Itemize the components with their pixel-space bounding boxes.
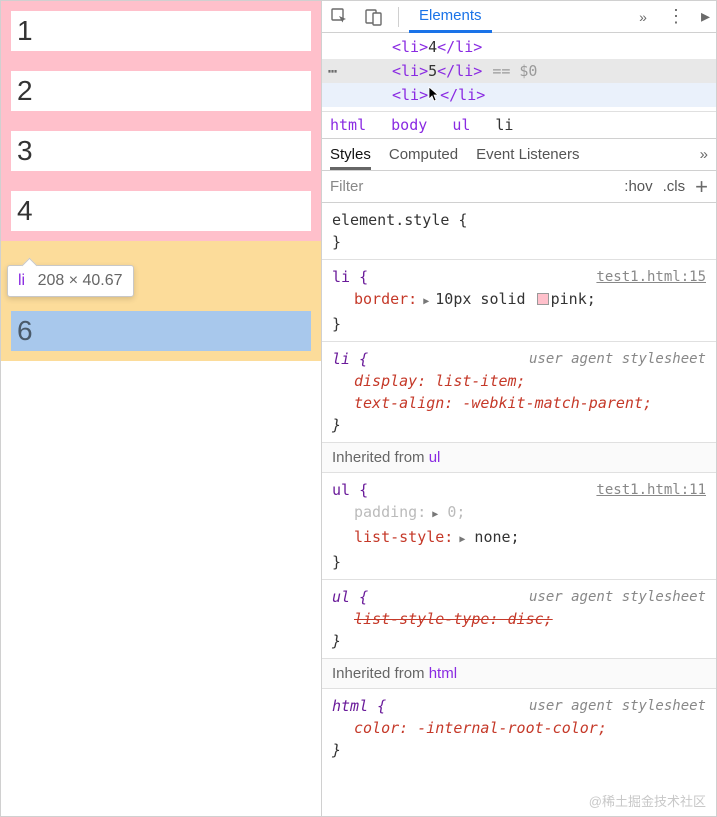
css-declaration[interactable]: padding: ▶ 0; <box>332 501 706 526</box>
tooltip-tag: li <box>18 272 25 289</box>
dom-tree[interactable]: <li>4</li> <li>5</li>== $0 <li></li> <box>322 33 716 111</box>
rule-li-ua[interactable]: user agent stylesheet li { display: list… <box>322 342 716 443</box>
text-node: 4 <box>428 38 437 56</box>
expand-icon[interactable]: ▶ <box>417 296 435 307</box>
css-declaration-overridden: list-style-type: disc; <box>332 608 706 630</box>
brace: } <box>332 741 341 759</box>
css-declaration: text-align: -webkit-match-parent; <box>332 392 706 414</box>
angle: <li> <box>392 38 428 56</box>
list-item[interactable]: 2 <box>1 61 321 121</box>
selector: element.style { <box>332 211 467 229</box>
brace: } <box>332 233 341 251</box>
rule-element-style[interactable]: element.style { } <box>322 203 716 260</box>
tab-styles[interactable]: Styles <box>330 146 371 170</box>
more-styles-tabs-icon[interactable]: » <box>700 146 708 163</box>
app-root: 1 2 3 4 5 6 li 208 × 40.67 Elements » ⋮ … <box>0 0 717 817</box>
console-ref: == $0 <box>492 62 537 80</box>
new-rule-icon[interactable]: + <box>695 174 708 200</box>
angle: </li> <box>440 86 485 104</box>
hov-toggle[interactable]: :hov <box>624 178 652 195</box>
dom-node-hovered[interactable]: <li> </li> <box>322 83 716 107</box>
prop-value: 0; <box>438 503 465 521</box>
expand-icon[interactable]: ▶ <box>453 534 465 545</box>
color-swatch[interactable] <box>537 293 549 305</box>
rendered-viewport: 1 2 3 4 5 6 li 208 × 40.67 <box>0 0 322 817</box>
tab-event-listeners[interactable]: Event Listeners <box>476 146 579 163</box>
rule-html-ua[interactable]: user agent stylesheet html { color: -int… <box>322 689 716 767</box>
rule-source: user agent stylesheet <box>529 586 706 608</box>
css-declaration: display: list-item; <box>332 370 706 392</box>
selector: ul { <box>332 481 368 499</box>
brace: } <box>332 632 341 650</box>
toolbar-divider <box>398 7 399 27</box>
rule-ul-ua[interactable]: user agent stylesheet ul { list-style-ty… <box>322 580 716 659</box>
prop-value: none; <box>465 528 519 546</box>
angle: </li> <box>437 62 482 80</box>
selector: li { <box>332 268 368 286</box>
dom-node[interactable]: <li>4</li> <box>322 35 716 59</box>
list-item-highlight-content[interactable]: 6 <box>1 301 321 361</box>
chevron-right-icon[interactable]: ▸ <box>699 6 712 27</box>
rule-source: user agent stylesheet <box>529 695 706 717</box>
crumb-body[interactable]: body <box>391 116 427 134</box>
inspect-icon[interactable] <box>326 3 354 31</box>
cls-toggle[interactable]: .cls <box>663 178 686 195</box>
filter-input[interactable]: Filter <box>330 178 614 195</box>
prop-value: pink; <box>551 290 596 308</box>
selector: li { <box>332 350 368 368</box>
inherit-link[interactable]: ul <box>429 449 441 466</box>
tab-elements[interactable]: Elements <box>409 1 492 33</box>
cursor-icon <box>428 83 440 107</box>
watermark: @稀土掘金技术社区 <box>589 791 706 810</box>
devtools-panel: Elements » ⋮ ▸ <li>4</li> <li>5</li>== $… <box>322 0 717 817</box>
rule-source-link[interactable]: test1.html:15 <box>596 266 706 288</box>
angle: <li> <box>392 86 428 104</box>
tab-computed[interactable]: Computed <box>389 146 458 163</box>
list: 1 2 3 4 5 6 <box>1 1 321 361</box>
inherited-from-html: Inherited from html <box>322 659 716 689</box>
devtools-toolbar: Elements » ⋮ ▸ <box>322 1 716 33</box>
kebab-menu-icon[interactable]: ⋮ <box>659 6 693 27</box>
rule-li-author[interactable]: test1.html:15 li { border: ▶ 10px solid … <box>322 260 716 342</box>
expand-icon[interactable]: ▶ <box>426 509 438 520</box>
tooltip-dimensions: 208 × 40.67 <box>38 272 123 289</box>
dimensions-tooltip: li 208 × 40.67 <box>7 265 134 297</box>
angle: <li> <box>392 62 428 80</box>
styles-filter-bar: Filter :hov .cls + <box>322 171 716 203</box>
crumb-html[interactable]: html <box>330 116 366 134</box>
breadcrumb: html body ul li <box>322 111 716 139</box>
css-rules: element.style { } test1.html:15 li { bor… <box>322 203 716 816</box>
inherit-link[interactable]: html <box>429 665 457 682</box>
list-item[interactable]: 3 <box>1 121 321 181</box>
angle: </li> <box>437 38 482 56</box>
more-tabs-icon[interactable]: » <box>633 9 653 25</box>
prop-name: padding: <box>354 503 426 521</box>
selector: ul { <box>332 588 368 606</box>
brace: } <box>332 553 341 571</box>
crumb-ul[interactable]: ul <box>452 116 470 134</box>
inherit-label: Inherited from <box>332 665 429 682</box>
device-toggle-icon[interactable] <box>360 3 388 31</box>
list-item[interactable]: 4 <box>1 181 321 241</box>
css-declaration[interactable]: border: ▶ 10px solid pink; <box>332 288 706 313</box>
css-declaration: color: -internal-root-color; <box>332 717 706 739</box>
rule-source: user agent stylesheet <box>529 348 706 370</box>
inherit-label: Inherited from <box>332 449 429 466</box>
prop-name: border: <box>354 290 417 308</box>
selector: html { <box>332 697 386 715</box>
crumb-li[interactable]: li <box>495 116 513 134</box>
rule-ul-author[interactable]: test1.html:11 ul { padding: ▶ 0; list-st… <box>322 473 716 580</box>
prop-value: 10px solid <box>435 290 534 308</box>
rule-source-link[interactable]: test1.html:11 <box>596 479 706 501</box>
inherited-from-ul: Inherited from ul <box>322 443 716 473</box>
styles-tabs: Styles Computed Event Listeners » <box>322 139 716 171</box>
css-declaration[interactable]: list-style: ▶ none; <box>332 526 706 551</box>
list-item[interactable]: 1 <box>1 1 321 61</box>
text-node: 5 <box>428 62 437 80</box>
prop-name: list-style: <box>354 528 453 546</box>
dom-node-selected[interactable]: <li>5</li> == $0 <box>322 59 716 83</box>
brace: } <box>332 315 341 333</box>
brace: } <box>332 416 341 434</box>
